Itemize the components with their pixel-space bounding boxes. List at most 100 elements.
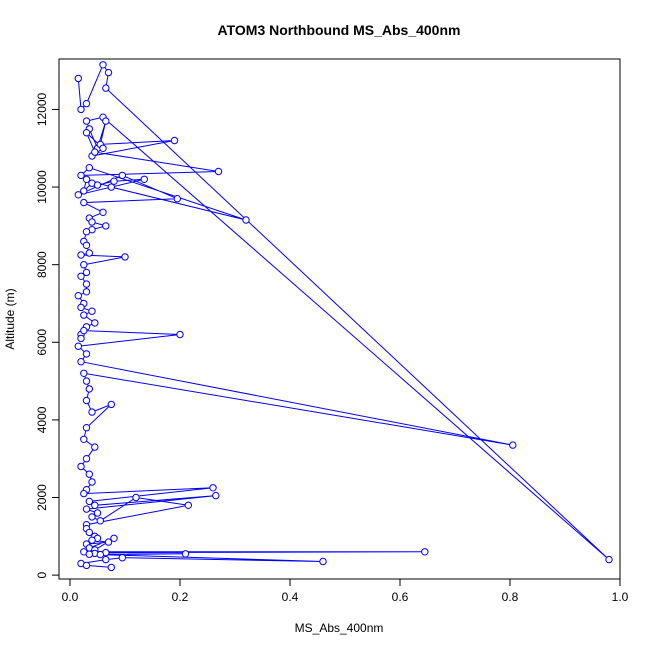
data-point (110, 177, 118, 185)
data-point (82, 228, 91, 236)
data-point (176, 330, 184, 339)
data-point (91, 148, 99, 156)
data-point (93, 509, 102, 517)
data-point (85, 497, 94, 506)
data-point (104, 538, 113, 546)
x-axis-label: MS_Abs_400nm (295, 621, 384, 635)
data-point (214, 167, 223, 176)
y-tick-label: 2000 (35, 484, 49, 511)
data-point (99, 61, 107, 69)
data-point (77, 272, 85, 280)
x-tick-label: 0.4 (282, 590, 299, 604)
y-tick-label: 12000 (35, 92, 49, 126)
data-point (93, 181, 102, 189)
data-point (82, 561, 91, 570)
data-point (80, 489, 88, 498)
data-point (85, 385, 94, 393)
data-point (132, 493, 140, 502)
data-point (77, 358, 85, 366)
data-point (421, 548, 429, 556)
data-point (74, 191, 83, 199)
data-point (85, 164, 94, 172)
data-point (170, 136, 179, 145)
data-point (82, 350, 91, 358)
data-point (212, 491, 220, 500)
data-point (118, 171, 127, 180)
data-point (181, 550, 190, 558)
chart-title: ATOM3 Northbound MS_Abs_400nm (218, 22, 461, 38)
data-point (102, 555, 110, 564)
data-point (107, 183, 116, 191)
data-point (77, 171, 85, 180)
data-point (319, 557, 327, 566)
data-point (82, 288, 91, 296)
data-point (80, 311, 88, 319)
data-point (605, 555, 613, 564)
data-point (80, 187, 88, 195)
y-tick-label: 8000 (35, 251, 49, 278)
data-point (209, 484, 217, 492)
x-tick-label: 0.8 (502, 590, 519, 604)
data-point (80, 261, 88, 269)
data-point (96, 550, 105, 559)
data-point (74, 74, 83, 83)
data-point (80, 326, 88, 335)
data-point (77, 251, 85, 259)
data-point (91, 501, 99, 509)
data-point (77, 334, 85, 343)
data-point (85, 550, 94, 558)
data-point (82, 175, 91, 184)
data-point (82, 280, 91, 288)
data-point (91, 443, 99, 451)
data-point (80, 198, 88, 207)
data-point (184, 501, 193, 509)
data-point (104, 68, 113, 77)
data-point (102, 117, 110, 125)
data-point (140, 175, 149, 184)
series-points (74, 61, 613, 572)
data-point (88, 307, 96, 315)
y-axis: 0 2000 4000 6000 8000 10000 12000 (35, 92, 60, 578)
y-axis-label: Altitude (m) (3, 288, 17, 349)
data-point (77, 303, 85, 312)
x-tick-label: 0.6 (392, 590, 409, 604)
data-point (107, 563, 116, 572)
data-point (85, 528, 94, 537)
data-point (85, 249, 94, 257)
data-point (242, 216, 250, 224)
data-point (88, 536, 96, 544)
data-point (107, 400, 116, 409)
data-point (88, 478, 96, 486)
data-point (77, 462, 85, 471)
x-tick-label: 0.2 (172, 590, 189, 604)
data-point (509, 441, 517, 449)
data-point (99, 208, 107, 217)
y-tick-label: 4000 (35, 406, 49, 433)
data-point (88, 408, 96, 416)
x-tick-label: 0.0 (62, 590, 79, 604)
x-axis: 0.0 0.2 0.4 0.6 0.8 1.0 (62, 578, 629, 604)
data-point (82, 424, 91, 432)
data-point (82, 117, 91, 125)
series-lines (77, 63, 610, 568)
data-point (82, 241, 91, 250)
data-point (118, 554, 127, 562)
data-point (82, 396, 91, 405)
data-point (82, 505, 91, 513)
y-tick-label: 0 (35, 571, 49, 578)
data-point (74, 342, 83, 350)
data-point (173, 195, 182, 203)
data-point (102, 222, 110, 230)
data-point (121, 253, 129, 261)
series-line (77, 63, 610, 568)
data-point (82, 99, 91, 108)
data-point (91, 319, 99, 327)
data-point (74, 292, 83, 300)
data-point (96, 517, 105, 525)
data-point (110, 534, 118, 542)
y-tick-label: 10000 (35, 170, 49, 204)
x-tick-label: 1.0 (612, 590, 629, 604)
data-point (88, 513, 96, 521)
data-point (82, 377, 91, 385)
